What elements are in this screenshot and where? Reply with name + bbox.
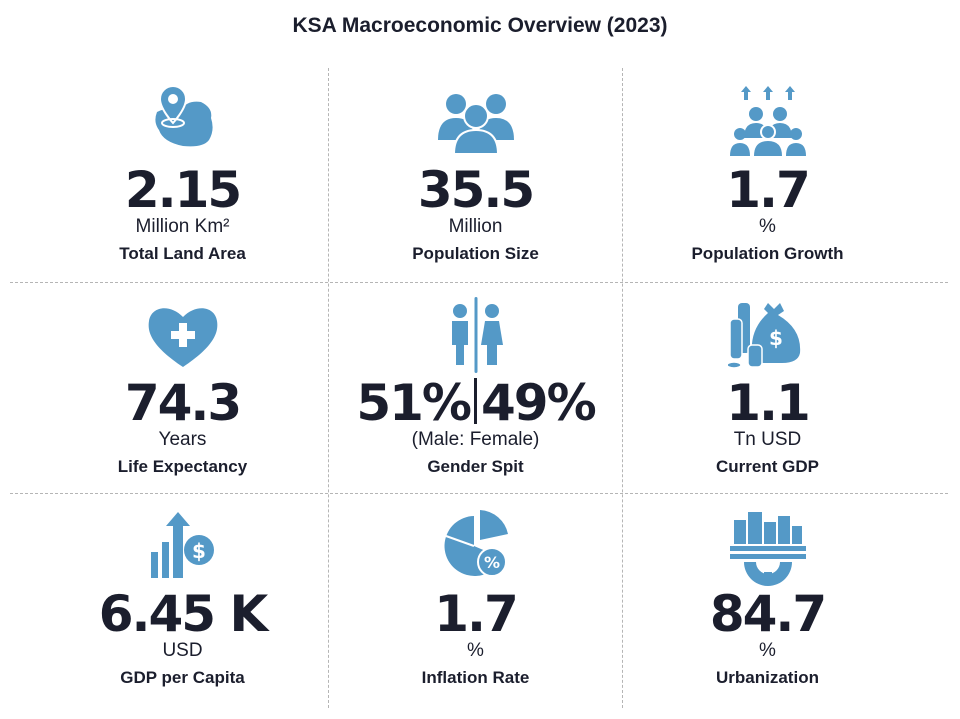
card-current-gdp: $ 1.1 Tn USD Current GDP: [621, 283, 914, 495]
value: 84.7: [709, 585, 827, 643]
people-icon: [436, 82, 516, 162]
value: 51% 49%: [329, 375, 622, 431]
value-female: 49%: [481, 374, 597, 432]
unit: %: [467, 640, 484, 661]
unit: Years: [158, 429, 207, 450]
value: 35.5: [417, 161, 535, 219]
page-title: KSA Macroeconomic Overview (2023): [292, 14, 668, 37]
value: 1.7: [726, 161, 811, 219]
separator: [474, 378, 477, 424]
card-gdp-per-capita: $ 6.45 K USD GDP per Capita: [36, 494, 329, 706]
unit: Million: [448, 216, 503, 237]
unit: USD: [162, 640, 203, 661]
label: Inflation Rate: [421, 668, 530, 687]
value: 2.15: [124, 161, 242, 219]
card-inflation-rate: % 1.7 % Inflation Rate: [329, 494, 622, 706]
label: Current GDP: [716, 457, 819, 476]
svg-text:$: $: [192, 539, 206, 563]
divider: [10, 282, 948, 283]
unit: (Male: Female): [411, 429, 540, 450]
divider: [328, 68, 329, 708]
male-female-icon: [436, 295, 516, 375]
label: Total Land Area: [119, 244, 246, 263]
value: 6.45 K: [98, 585, 269, 643]
card-life-expectancy: 74.3 Years Life Expectancy: [36, 283, 329, 495]
value-male: 51%: [356, 374, 472, 432]
city-gear-icon: [728, 506, 808, 586]
map-pin-icon: [143, 82, 223, 162]
svg-text:$: $: [769, 326, 783, 350]
card-gender-split: 51% 49% (Male: Female) Gender Spit: [329, 283, 622, 495]
pie-percent-icon: %: [436, 506, 516, 586]
unit: Tn USD: [733, 429, 802, 450]
label: Population Size: [412, 244, 539, 263]
card-urbanization: 84.7 % Urbanization: [621, 494, 914, 706]
unit: %: [759, 216, 776, 237]
label: GDP per Capita: [120, 668, 245, 687]
unit: Million Km²: [135, 216, 230, 237]
label: Gender Spit: [427, 457, 524, 476]
heart-plus-icon: [143, 295, 223, 375]
card-population-size: 35.5 Million Population Size: [329, 70, 622, 282]
card-population-growth: 1.7 % Population Growth: [621, 70, 914, 282]
value: 1.1: [726, 374, 811, 432]
label: Life Expectancy: [117, 457, 248, 476]
population-growth-icon: [728, 82, 808, 162]
label: Population Growth: [691, 244, 844, 263]
growth-dollar-icon: $: [143, 506, 223, 586]
money-bag-icon: $: [725, 295, 808, 375]
divider: [10, 493, 948, 494]
divider: [622, 68, 623, 708]
svg-text:%: %: [483, 553, 499, 572]
value: 74.3: [124, 374, 242, 432]
value: 1.7: [434, 585, 519, 643]
card-land-area: 2.15 Million Km² Total Land Area: [36, 70, 329, 282]
unit: %: [759, 640, 776, 661]
label: Urbanization: [716, 668, 819, 687]
